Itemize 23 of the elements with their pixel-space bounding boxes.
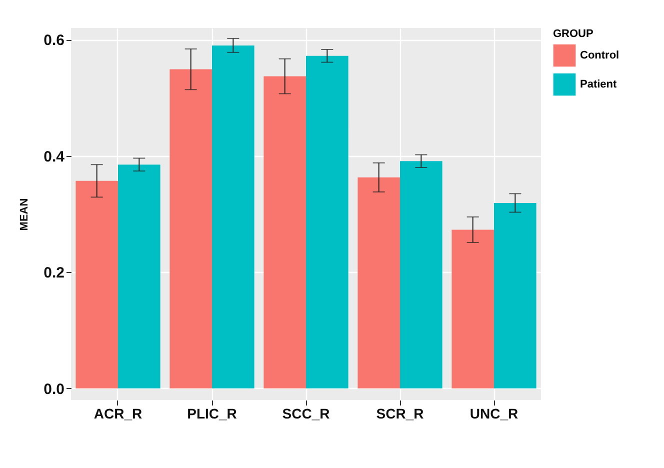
x-tick-label: UNC_R: [470, 406, 518, 422]
x-tick-label: ACR_R: [94, 406, 142, 422]
bar: [118, 164, 160, 388]
bar: [212, 45, 254, 388]
bar: [494, 202, 536, 388]
bar: [358, 177, 400, 388]
y-tick-label: 0.2: [44, 264, 64, 282]
legend-title: GROUP: [553, 28, 594, 40]
bar: [400, 161, 442, 388]
legend-label: Control: [580, 50, 620, 62]
bar: [264, 76, 306, 388]
y-tick-label: 0.0: [44, 380, 64, 398]
bar: [76, 180, 118, 388]
x-tick-label: PLIC_R: [187, 406, 237, 422]
bar: [170, 69, 212, 388]
y-axis-title: MEAN: [18, 198, 31, 231]
bar: [306, 56, 348, 388]
x-tick-label: SCC_R: [282, 406, 330, 422]
legend-label: Patient: [580, 78, 618, 90]
bar: [452, 230, 494, 388]
y-tick-label: 0.4: [44, 148, 66, 166]
x-tick-label: SCR_R: [376, 406, 424, 422]
y-tick-label: 0.6: [44, 32, 64, 50]
